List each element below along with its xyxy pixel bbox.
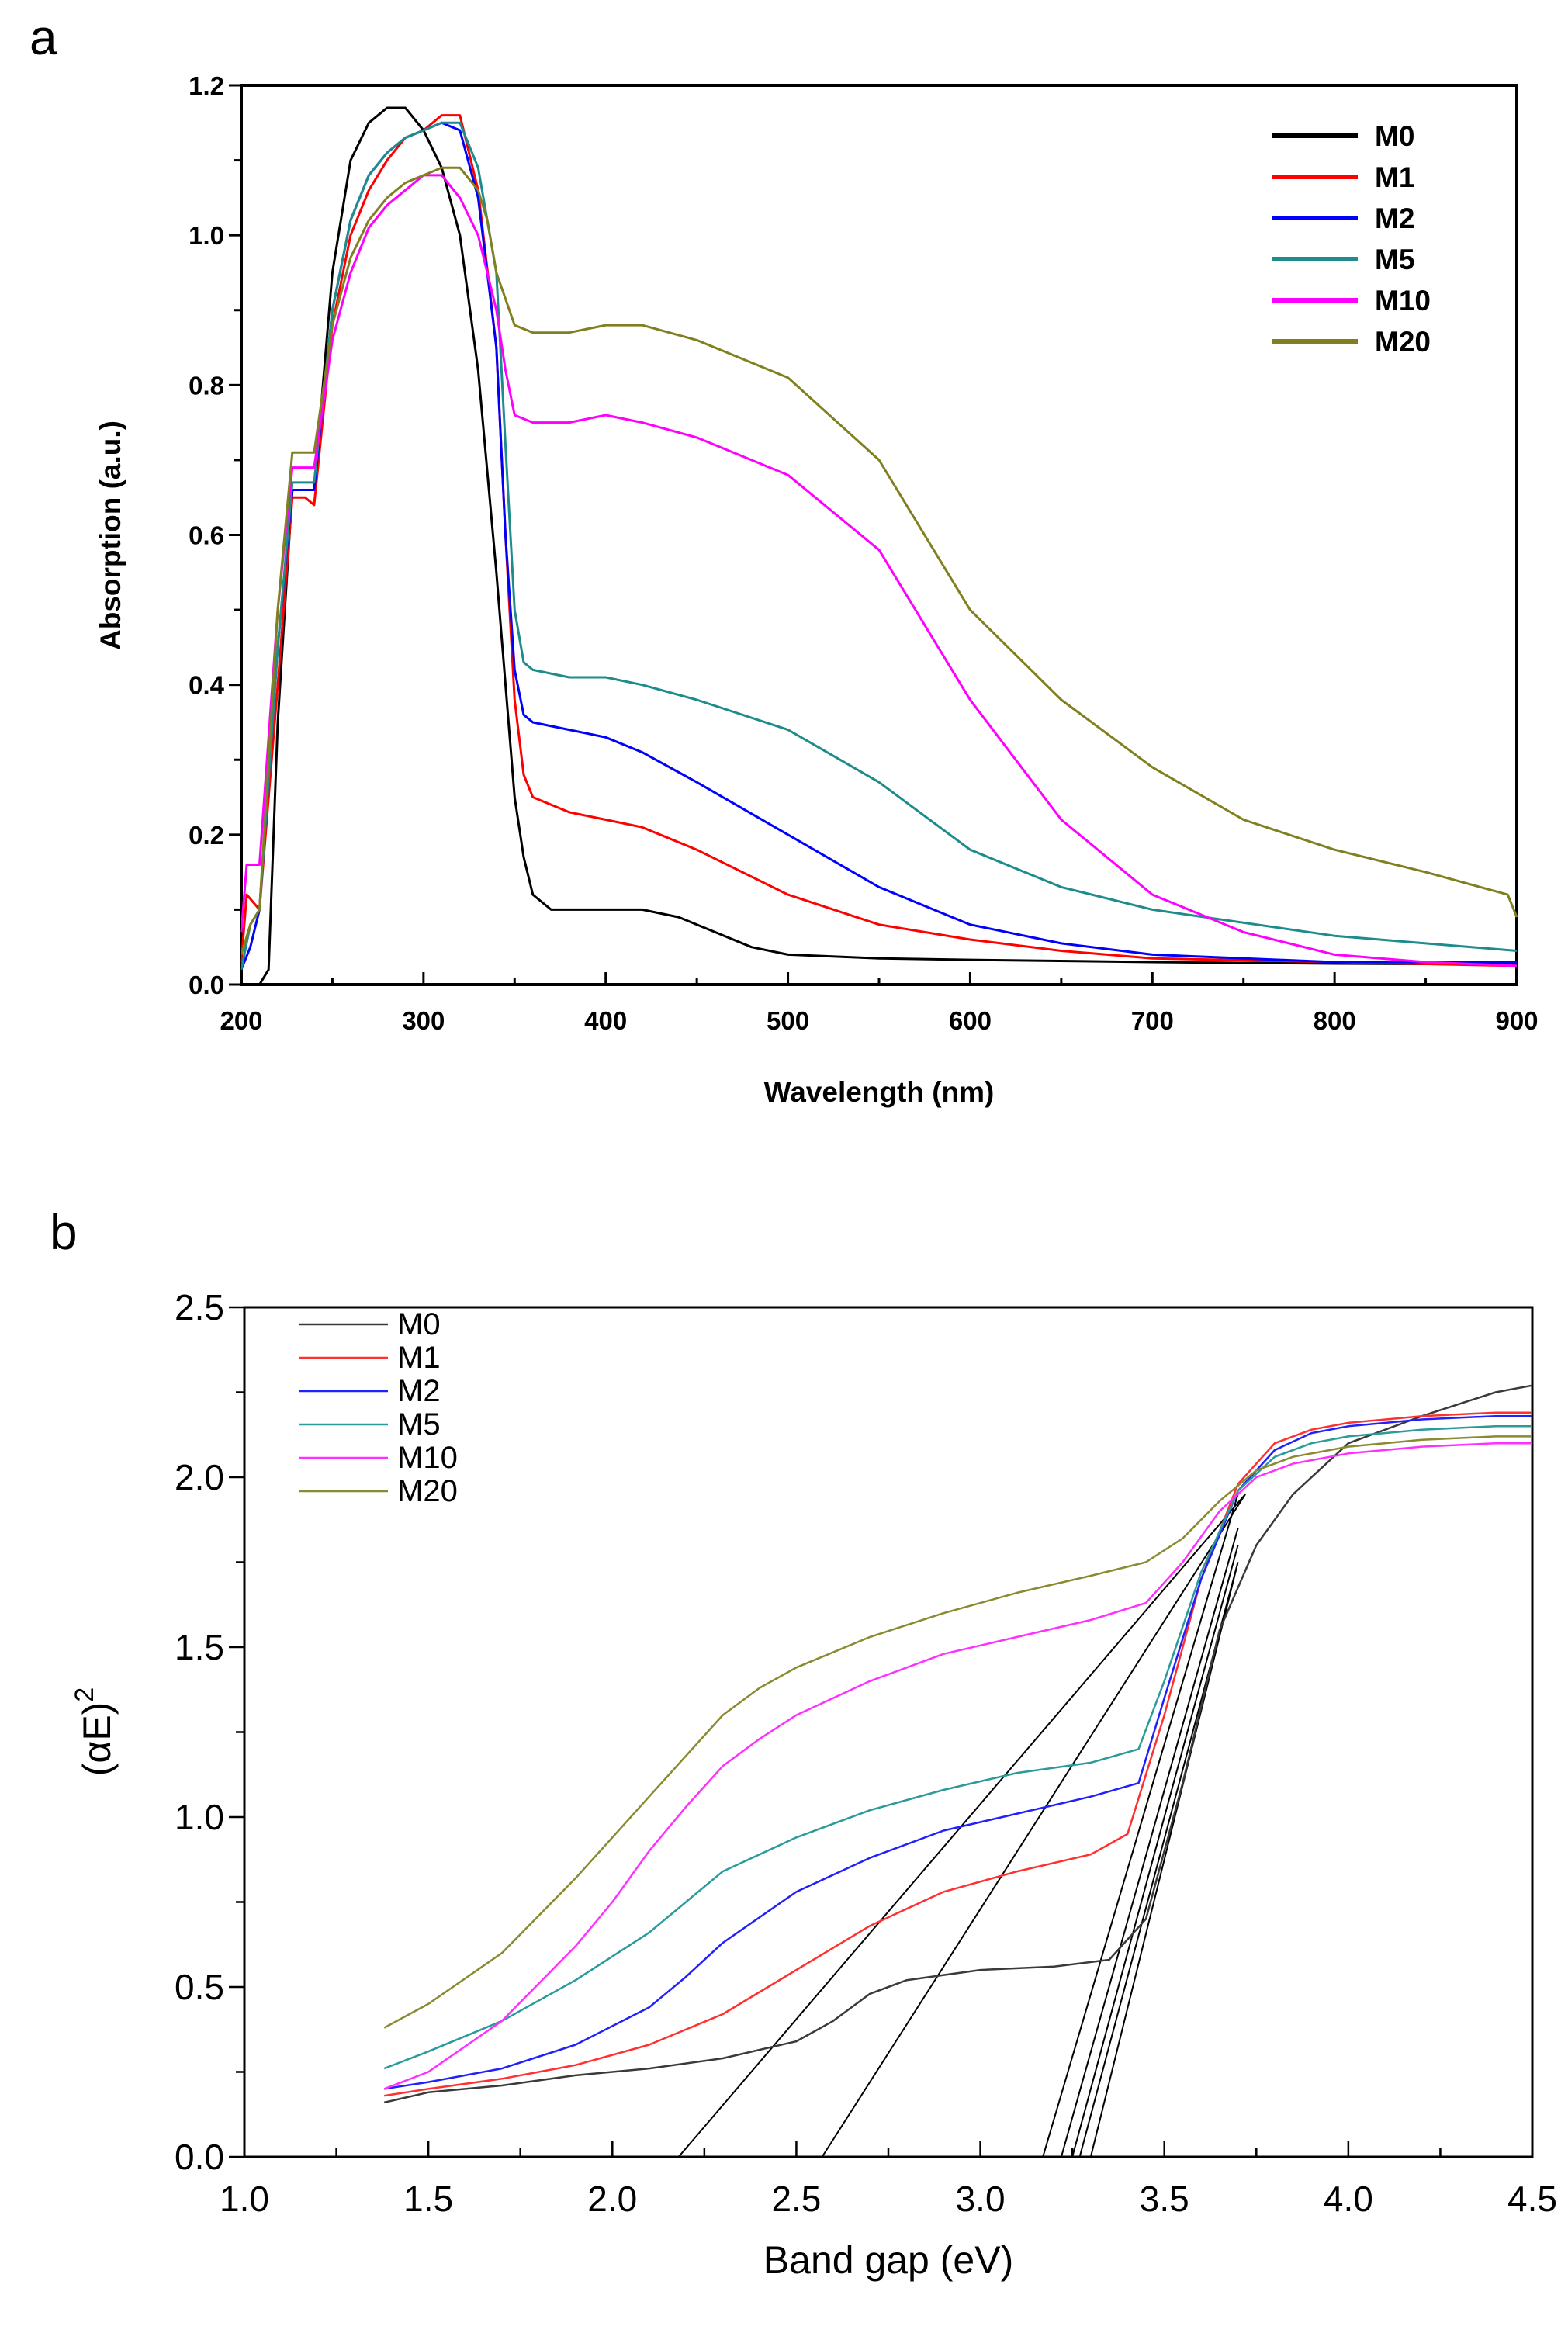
- x-tick-label: 200: [220, 1006, 262, 1035]
- x-tick-label: 400: [584, 1006, 627, 1035]
- series-line-m1: [240, 114, 1518, 967]
- y-tick-label: 2.0: [175, 1457, 224, 1497]
- y-tick-label: 0.6: [189, 521, 224, 550]
- legend-label-m1: M1: [397, 1341, 441, 1375]
- chart-a-xlabel: Wavelength (nm): [764, 1076, 995, 1108]
- y-tick-label: 1.0: [175, 1797, 224, 1837]
- x-tick-label: 900: [1495, 1006, 1538, 1035]
- y-tick-label: 0.8: [189, 371, 224, 400]
- tangent-line: [821, 1494, 1246, 2158]
- chart-b: 1.0 1.5 2.0 2.5 3.0 3.5 4.0 4.5 0.0 0.5 1.0 1.5 2.0 2…: [70, 1287, 1557, 2282]
- tangent-line: [1089, 1562, 1239, 2158]
- legend-label-m5: M5: [397, 1407, 441, 1442]
- series-line-m10: [383, 1442, 1532, 2090]
- series-line-m2: [384, 1414, 1532, 2090]
- legend-label-m2: M2: [397, 1374, 441, 1408]
- legend-label-m2: M2: [1375, 202, 1414, 234]
- series-line-m0: [383, 1384, 1533, 2104]
- tangent-line: [1071, 1545, 1239, 2158]
- series-line-m0: [241, 106, 1518, 986]
- chart-b-ylabel-superscript: 2: [70, 1687, 99, 1702]
- y-tick-label: 0.0: [175, 2137, 224, 2177]
- y-tick-label: 0.0: [189, 971, 224, 999]
- x-tick-label: 700: [1131, 1006, 1174, 1035]
- x-tick-label: 2.5: [771, 2179, 821, 2219]
- legend-label-m20: M20: [1375, 326, 1431, 358]
- legend-label-m1: M1: [1375, 161, 1414, 193]
- series-line-m2: [240, 121, 1517, 971]
- panel-b-letter: b: [50, 1204, 78, 1260]
- legend-label-m10: M10: [1375, 285, 1431, 317]
- chart-b-xlabel: Band gap (eV): [763, 2238, 1013, 2282]
- x-tick-label: 3.0: [956, 2179, 1006, 2219]
- x-tick-label: 600: [949, 1006, 992, 1035]
- legend-label-m0: M0: [397, 1307, 441, 1341]
- chart-b-ylabel: (αE)2: [70, 1687, 119, 1776]
- x-tick-label: 2.0: [587, 2179, 637, 2219]
- y-tick-label: 2.5: [175, 1287, 224, 1327]
- chart-a-series: [240, 106, 1518, 986]
- x-tick-label: 4.0: [1324, 2179, 1373, 2219]
- chart-a-legend: M0 M1 M2 M5 M10 M20: [1272, 120, 1431, 358]
- x-tick-label: 1.5: [403, 2179, 453, 2219]
- legend-label-m20: M20: [397, 1474, 458, 1508]
- y-tick-label: 0.5: [175, 1967, 224, 2007]
- chart-a-ylabel: Absorption (a.u.): [95, 421, 126, 650]
- x-tick-label: 4.5: [1507, 2179, 1557, 2219]
- x-tick-label: 1.0: [220, 2179, 269, 2219]
- legend-label-m0: M0: [1375, 120, 1414, 152]
- series-line-m5: [240, 121, 1518, 970]
- y-tick-label: 1.0: [189, 221, 224, 250]
- x-tick-label: 500: [767, 1006, 809, 1035]
- legend-label-m5: M5: [1375, 244, 1414, 275]
- panel-a-letter: a: [29, 9, 57, 65]
- series-line-m1: [384, 1411, 1532, 2097]
- x-tick-label: 3.5: [1140, 2179, 1189, 2219]
- y-tick-label: 1.2: [189, 71, 224, 100]
- y-tick-label: 0.4: [189, 671, 225, 700]
- series-line-m5: [383, 1425, 1532, 2070]
- chart-b-ylabel-main: (αE): [75, 1702, 119, 1777]
- tangent-line: [1042, 1494, 1239, 2158]
- tangent-line: [1060, 1528, 1239, 2158]
- chart-b-series: [383, 1384, 1533, 2104]
- chart-a: 200 300 400 500 600 700 800 900 0.0 0.2 0.4 0.6 0.8 1…: [95, 71, 1539, 1108]
- series-line-m20: [383, 1435, 1532, 2029]
- series-line-m20: [240, 166, 1518, 955]
- chart-a-ticks: 200 300 400 500 600 700 800 900 0.0 0.2 0.4 0.6 0.8 1…: [189, 71, 1538, 1035]
- y-tick-label: 0.2: [189, 821, 224, 850]
- chart-b-ticks: 1.0 1.5 2.0 2.5 3.0 3.5 4.0 4.5 0.0 0.5 1.0 1.5 2.0 2…: [175, 1287, 1557, 2219]
- legend-label-m10: M10: [397, 1441, 458, 1475]
- x-tick-label: 800: [1314, 1006, 1356, 1035]
- x-tick-label: 300: [402, 1006, 445, 1035]
- series-line-m10: [240, 174, 1518, 967]
- y-tick-label: 1.5: [175, 1627, 224, 1667]
